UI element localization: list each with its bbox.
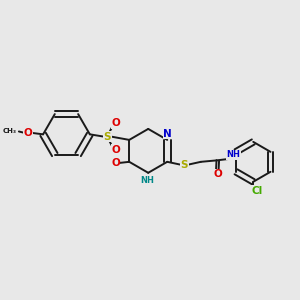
Text: Cl: Cl bbox=[252, 186, 263, 196]
Text: O: O bbox=[111, 158, 120, 168]
Text: N: N bbox=[164, 129, 172, 139]
Text: O: O bbox=[213, 169, 222, 179]
Text: S: S bbox=[181, 160, 188, 170]
Text: O: O bbox=[24, 128, 33, 138]
Text: CH₃: CH₃ bbox=[3, 128, 17, 134]
Text: NH: NH bbox=[226, 150, 240, 159]
Text: S: S bbox=[104, 132, 111, 142]
Text: O: O bbox=[112, 118, 120, 128]
Text: NH: NH bbox=[140, 176, 154, 185]
Text: O: O bbox=[112, 145, 120, 155]
